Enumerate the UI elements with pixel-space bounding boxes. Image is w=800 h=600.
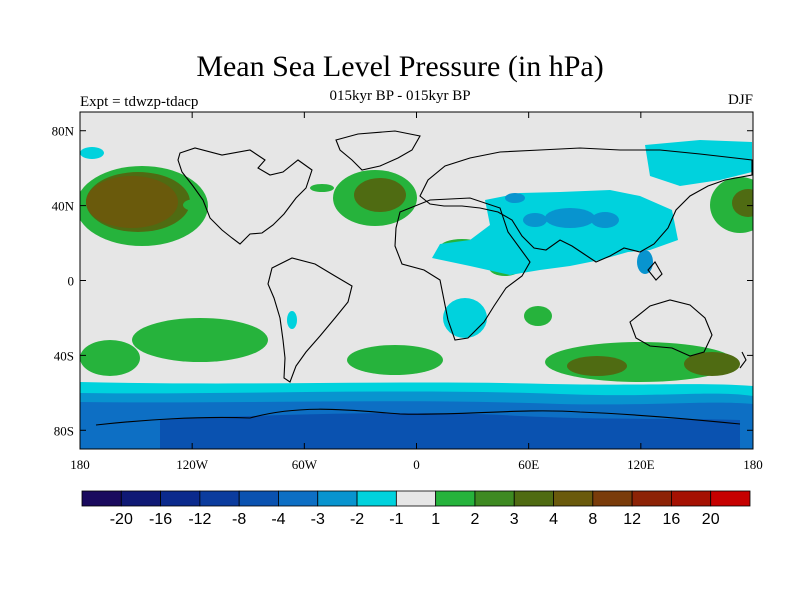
africa-outline	[394, 197, 531, 341]
colorbar-swatch	[474, 490, 515, 507]
colorbar-label: -1	[389, 511, 403, 528]
anomaly-persian	[505, 193, 525, 203]
map-plot-area	[80, 112, 753, 449]
anomaly-himalaya-b	[591, 212, 619, 228]
colorbar-label: -4	[271, 511, 285, 528]
experiment-label: Expt = tdwzp-tdacp	[80, 94, 199, 110]
chart-subtitle: 015kyr BP - 015kyr BP	[329, 88, 471, 104]
colorbar-swatch	[592, 490, 633, 507]
season-label: DJF	[727, 92, 753, 108]
x-tick-label: 120E	[627, 457, 655, 472]
colorbar-swatch	[199, 490, 240, 507]
colorbar-swatch	[238, 490, 279, 507]
colorbar-swatch	[278, 490, 319, 507]
x-tick-label: 60E	[518, 457, 539, 472]
colorbar-label: 8	[588, 511, 597, 528]
x-tick-label: 120W	[176, 457, 209, 472]
y-tick-label: 0	[68, 274, 75, 289]
colorbar-swatch	[671, 490, 712, 507]
y-tick-label: 40S	[54, 348, 74, 363]
colorbar-label: 1	[431, 511, 440, 528]
colorbar-swatch	[160, 490, 201, 507]
anomaly-natlantic-west	[310, 184, 334, 192]
colorbar-label: -20	[110, 511, 133, 528]
x-tick-label: 60W	[292, 457, 318, 472]
southern-ocean-bands	[80, 382, 753, 449]
chart-title: Mean Sea Level Pressure (in hPa)	[196, 50, 604, 83]
anomaly-south-america	[287, 311, 297, 329]
coastlines	[95, 130, 753, 426]
y-tick-label: 80S	[54, 423, 74, 438]
anomaly-natlantic-core	[354, 178, 406, 212]
colorbar-swatch	[710, 490, 751, 507]
anomaly-spacific-b	[80, 340, 140, 376]
colorbar-swatch	[395, 490, 437, 507]
colorbar-label: 4	[549, 511, 558, 528]
anomaly-southern-africa	[443, 298, 487, 338]
x-tick-label: 180	[743, 457, 763, 472]
australia-outline	[629, 299, 713, 357]
colorbar-label: 12	[623, 511, 641, 528]
colorbar-label: -3	[311, 511, 325, 528]
colorbar-label: 20	[702, 511, 720, 528]
north-america-outline	[177, 147, 313, 245]
colorbar-label: -12	[188, 511, 211, 528]
colorbar-swatch	[356, 490, 397, 507]
colorbar-swatch	[513, 490, 554, 507]
anomaly-spacific-a	[132, 318, 268, 362]
colorbar-swatch	[317, 490, 358, 507]
anomaly-sea	[637, 250, 653, 274]
eurasia-outline	[419, 147, 753, 263]
colorbar-label: -16	[149, 511, 172, 528]
y-axis: 80N 40N 0 40S 80S	[52, 124, 753, 438]
y-tick-label: 40N	[52, 199, 75, 214]
colorbar: -20 -16 -12 -8 -4 -3 -2 -1 1 2 3 4 8 12 16 20	[81, 490, 751, 528]
anomaly-himalaya-a	[545, 208, 595, 228]
anomaly-nw-pacific-core	[732, 189, 753, 217]
colorbar-label: 3	[510, 511, 519, 528]
x-tick-label: 0	[413, 457, 420, 472]
maritime-islands-outline	[647, 261, 663, 281]
x-tick-label: 180	[70, 457, 90, 472]
colorbar-swatch	[120, 490, 161, 507]
anomaly-arctic-west	[80, 147, 104, 159]
greenland-outline	[335, 130, 421, 171]
x-axis: 180 120W 60W 0 60E 120E 180	[70, 112, 763, 472]
colorbar-swatch	[435, 490, 476, 507]
anomaly-npacific-east	[183, 199, 207, 211]
colorbar-label: 2	[470, 511, 479, 528]
antarctica-outline	[95, 408, 741, 426]
colorbar-swatch	[631, 490, 672, 507]
anomaly-indian-small	[524, 306, 552, 326]
south-america-outline	[267, 257, 353, 383]
colorbar-swatch	[81, 490, 122, 507]
y-tick-label: 80N	[52, 124, 75, 139]
colorbar-swatch	[553, 490, 594, 507]
colorbar-label: -2	[350, 511, 364, 528]
anomaly-caspian	[523, 213, 547, 227]
band-minus4	[160, 413, 740, 449]
new-zealand-outline	[739, 351, 747, 369]
anomaly-sindian-core	[567, 356, 627, 376]
anomaly-swpacific-core	[684, 352, 740, 376]
anomaly-npacific-core	[86, 176, 178, 228]
colorbar-label: 16	[663, 511, 681, 528]
anomaly-satlantic	[347, 345, 443, 375]
colorbar-label: -8	[232, 511, 246, 528]
